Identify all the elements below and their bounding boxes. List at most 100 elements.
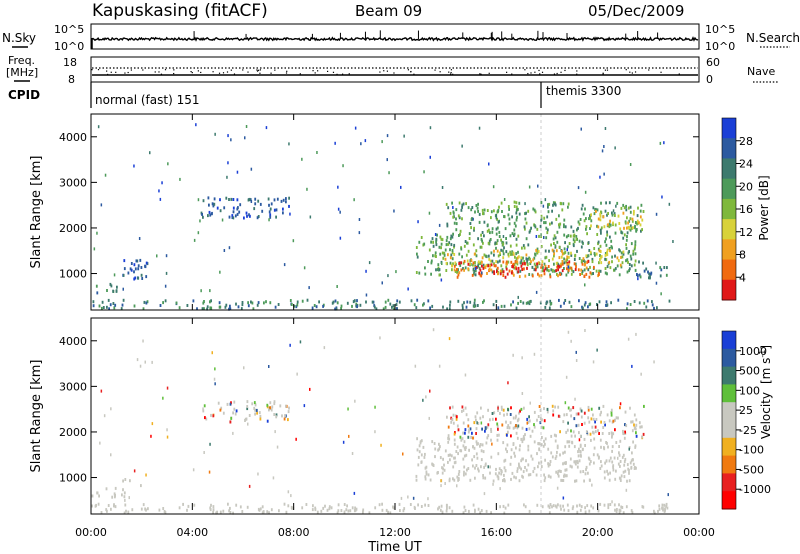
power-cell [257,199,260,203]
power-cell [391,305,393,309]
power-cell [384,300,387,304]
velocity-cell [476,456,479,460]
power-cell [602,215,605,219]
power-cell [497,260,499,264]
velocity-cell [434,447,437,451]
velocity-cell [452,465,455,469]
power-cell [109,282,112,286]
velocity-cell [187,504,190,508]
power-cell [502,260,505,264]
power-cell [563,225,565,229]
power-cell [161,181,163,185]
velocity-cell [502,479,504,483]
power-cell [551,209,553,213]
velocity-cell [535,473,538,477]
power-cell [416,255,419,259]
power-cell [466,241,468,245]
velocity-cell [228,509,230,513]
velocity-cell [599,467,602,470]
velocity-cell [158,508,161,512]
power-cell [516,260,519,264]
power-cell [467,262,470,266]
velocity-cell [467,424,470,428]
power-cell [491,270,494,274]
power-cell [606,265,609,269]
power-cell [145,275,148,279]
power-cell [431,237,434,241]
freq-dot [439,71,441,73]
velocity-cell [420,505,423,508]
power-cell [452,232,454,236]
velocity-cell [459,435,462,439]
velocity-cell [508,426,511,430]
power-cell [495,216,498,220]
velocity-cell [503,473,505,477]
velocity-cell [590,504,593,508]
power-cell [407,287,409,291]
velocity-cell [629,406,631,410]
power-cell [502,235,505,238]
power-cell [495,227,498,231]
velocity-cell [447,425,450,429]
velocity-cell [558,415,561,418]
power-cell [488,228,490,232]
power-cell [629,210,632,214]
velocity-cell [559,504,562,508]
power-cell [449,211,452,215]
power-cell [583,275,586,278]
velocity-cell [467,467,470,470]
power-cell [134,267,137,271]
velocity-cell [532,470,535,474]
power-cell [481,260,483,264]
power-cell [518,275,521,279]
velocity-cell [523,437,526,441]
power-cell [584,207,586,211]
velocity-cell [608,459,611,463]
velocity-cell [485,441,488,445]
power-cell [540,214,543,218]
power-cell [552,249,555,253]
velocity-cell [417,455,420,459]
power-cell [483,299,485,303]
velocity-cell [305,503,308,506]
velocity-cell [490,438,492,442]
power-cell [219,270,221,274]
colorbar-segment [722,402,736,421]
power-cell [403,134,405,138]
velocity-cell [551,455,554,459]
power-cell [209,213,212,217]
velocity-cell [552,504,555,508]
freq-dot [602,73,604,75]
velocity-cell [510,406,512,410]
velocity-cell [427,504,430,507]
velocity-cell [602,404,605,408]
power-cell [626,302,629,306]
velocity-cell [536,452,538,456]
power-cell [580,207,583,211]
power-cell [589,214,591,218]
velocity-cell [522,475,524,479]
velocity-cell [479,416,482,420]
velocity-cell [536,503,539,507]
velocity-cell [595,418,598,421]
power-cell [582,257,585,261]
power-cell [257,301,260,305]
power-cell [353,299,356,303]
power-cell [579,218,582,221]
freq-dot [393,72,395,74]
velocity-cell [438,505,441,509]
power-cell [423,170,425,174]
x-tick-label: 08:00 [278,526,310,539]
power-cell [544,249,547,253]
velocity-cell [528,509,531,513]
velocity-cell [665,504,667,508]
velocity-cell [272,476,275,480]
power-cell [429,126,432,130]
velocity-cell [460,449,463,453]
power-cell [612,209,615,213]
power-cell [200,289,202,293]
velocity-cell [270,408,273,412]
power-cell [473,228,475,232]
velocity-cell [611,445,614,449]
velocity-cell [465,413,468,417]
